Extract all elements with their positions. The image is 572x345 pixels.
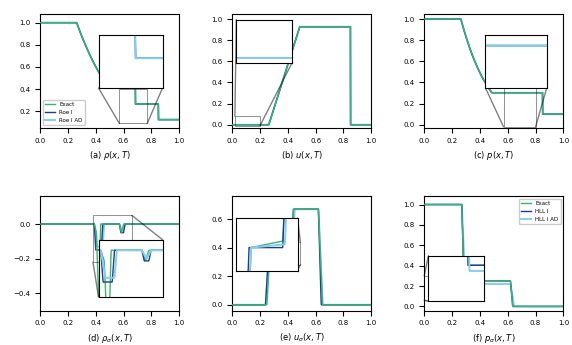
Bar	[260, 242, 300, 265]
Legend: Exact, Roe I, Roe I AD: Exact, Roe I, Roe I AD	[43, 100, 85, 125]
X-axis label: (b) $u(x,T)$: (b) $u(x,T)$	[281, 149, 323, 161]
Bar	[93, 215, 132, 262]
X-axis label: (e) $u_\sigma(x,T)$: (e) $u_\sigma(x,T)$	[279, 332, 325, 344]
Bar	[503, 85, 535, 127]
X-axis label: (d) $\rho_\sigma(x,T)$: (d) $\rho_\sigma(x,T)$	[86, 332, 133, 345]
Bar	[424, 276, 480, 300]
Legend: Exact, HLL I, HLL I AD: Exact, HLL I, HLL I AD	[518, 199, 561, 224]
Bar	[235, 116, 260, 126]
X-axis label: (f) $p_\sigma(x,T)$: (f) $p_\sigma(x,T)$	[472, 332, 515, 345]
X-axis label: (a) $\rho(x,T)$: (a) $\rho(x,T)$	[89, 149, 130, 162]
X-axis label: (c) $p(x,T)$: (c) $p(x,T)$	[473, 149, 514, 162]
Bar	[120, 89, 147, 124]
